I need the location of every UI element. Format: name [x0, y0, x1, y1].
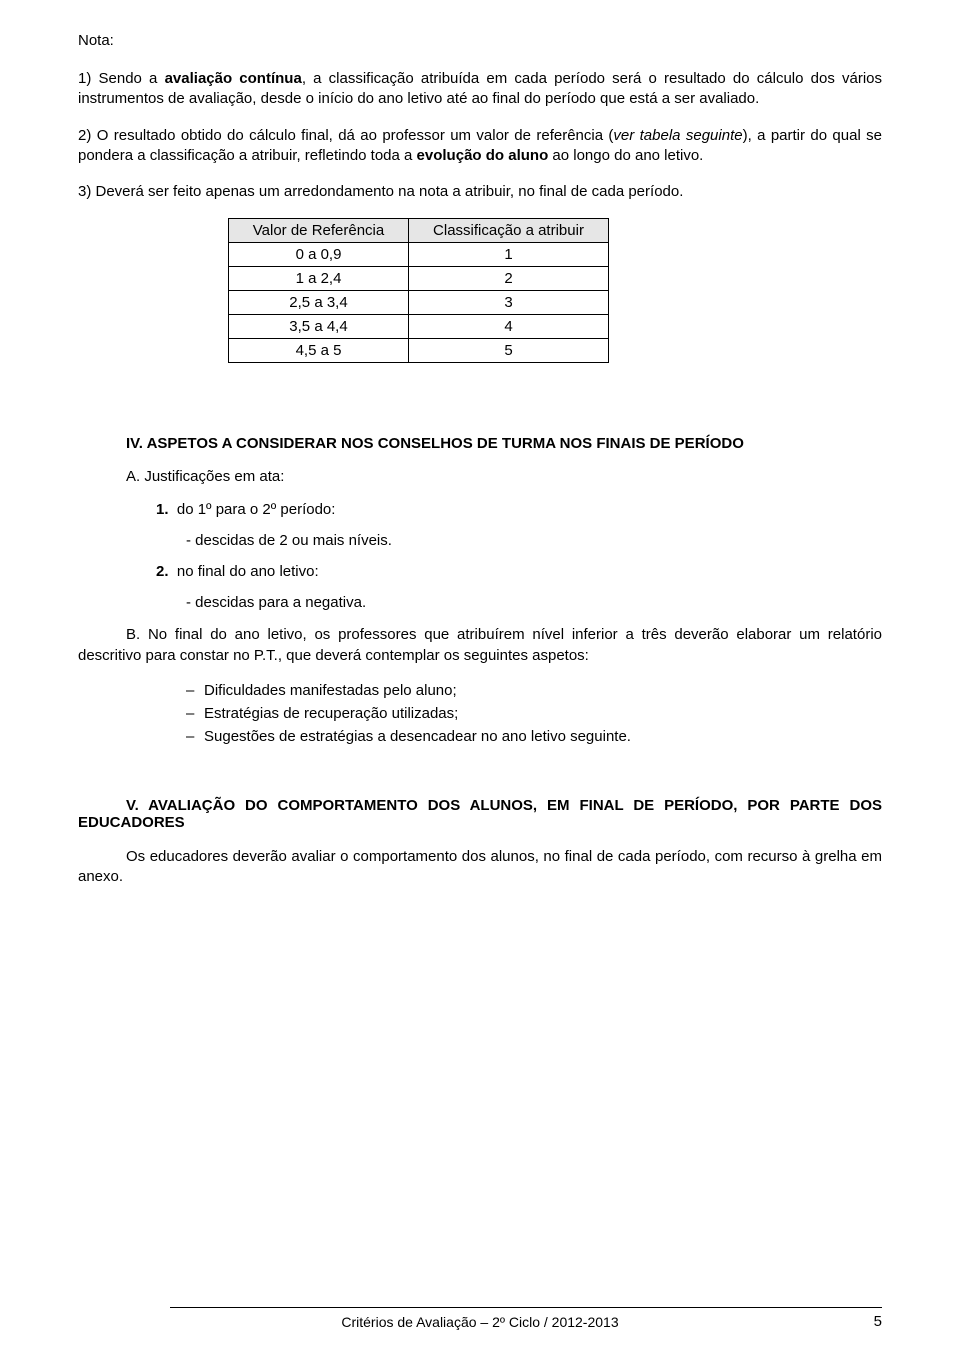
table-header-classification: Classificação a atribuir	[409, 219, 609, 243]
cls-cell: 1	[409, 243, 609, 267]
dash-icon: –	[186, 682, 204, 699]
table-row: 4,5 a 5 5	[229, 339, 609, 363]
note-paragraph-1: 1) Sendo a avaliação contínua, a classif…	[78, 69, 882, 110]
cls-cell: 5	[409, 339, 609, 363]
section-iv-title: IV. ASPETOS A CONSIDERAR NOS CONSELHOS D…	[78, 435, 882, 452]
spacer	[78, 779, 882, 797]
bullet-item-2-text: Estratégias de recuperação utilizadas;	[204, 705, 458, 722]
dash-icon: –	[186, 705, 204, 722]
section-iv-b-text: B. No final do ano letivo, os professore…	[78, 626, 882, 663]
bullet-item-1: –Dificuldades manifestadas pelo aluno;	[186, 682, 882, 699]
list-item-2: 2. no final do ano letivo:	[156, 563, 882, 580]
spacer	[78, 751, 882, 779]
list-item-2-number: 2.	[156, 563, 169, 580]
list-item-2-text: no final do ano letivo:	[177, 563, 319, 580]
list-item-1-detail: - descidas de 2 ou mais níveis.	[186, 532, 882, 549]
list-item-1-number: 1.	[156, 501, 169, 518]
section-iv-title-text: IV. ASPETOS A CONSIDERAR NOS CONSELHOS D…	[126, 435, 744, 452]
list-item-1: 1. do 1º para o 2º período:	[156, 501, 882, 518]
cls-cell: 3	[409, 291, 609, 315]
cls-cell: 4	[409, 315, 609, 339]
table-row: 0 a 0,9 1	[229, 243, 609, 267]
cls-cell: 2	[409, 267, 609, 291]
section-v-title-text: V. AVALIAÇÃO DO COMPORTAMENTO DOS ALUNOS…	[78, 797, 882, 831]
ref-cell: 1 a 2,4	[229, 267, 409, 291]
p2-part-a: 2) O resultado obtido do cálculo final, …	[78, 127, 613, 144]
table-header-row: Valor de Referência Classificação a atri…	[229, 219, 609, 243]
document-page: Nota: 1) Sendo a avaliação contínua, a c…	[0, 0, 960, 887]
p2-part-b: ver tabela seguinte	[613, 127, 742, 144]
table-row: 1 a 2,4 2	[229, 267, 609, 291]
section-v-title: V. AVALIAÇÃO DO COMPORTAMENTO DOS ALUNOS…	[78, 797, 882, 831]
section-iv-a: A. Justificações em ata:	[126, 468, 882, 485]
nota-label: Nota:	[78, 32, 882, 49]
ref-cell: 0 a 0,9	[229, 243, 409, 267]
list-item-1-text: do 1º para o 2º período:	[177, 501, 336, 518]
bullet-item-3: –Sugestões de estratégias a desencadear …	[186, 728, 882, 745]
p1-part-b: avaliação contínua	[165, 70, 302, 87]
ref-cell: 4,5 a 5	[229, 339, 409, 363]
footer-text: Critérios de Avaliação – 2º Ciclo / 2012…	[0, 1314, 960, 1330]
table-row: 2,5 a 3,4 3	[229, 291, 609, 315]
ref-cell: 3,5 a 4,4	[229, 315, 409, 339]
table-header-reference: Valor de Referência	[229, 219, 409, 243]
section-v-paragraph: Os educadores deverão avaliar o comporta…	[78, 847, 882, 888]
section-v-paragraph-text: Os educadores deverão avaliar o comporta…	[78, 848, 882, 885]
p2-part-e: ao longo do ano letivo.	[548, 147, 703, 164]
spacer	[78, 407, 882, 435]
bullet-item-1-text: Dificuldades manifestadas pelo aluno;	[204, 682, 457, 699]
dash-icon: –	[186, 728, 204, 745]
p1-part-a: 1) Sendo a	[78, 70, 165, 87]
ref-cell: 2,5 a 3,4	[229, 291, 409, 315]
note-paragraph-2: 2) O resultado obtido do cálculo final, …	[78, 126, 882, 167]
p2-part-d: evolução do aluno	[417, 147, 549, 164]
table-row: 3,5 a 4,4 4	[229, 315, 609, 339]
bullet-item-2: –Estratégias de recuperação utilizadas;	[186, 705, 882, 722]
note-paragraph-3: 3) Deverá ser feito apenas um arredondam…	[78, 182, 882, 202]
list-item-2-detail: - descidas para a negativa.	[186, 594, 882, 611]
section-iv-b: B. No final do ano letivo, os professore…	[78, 625, 882, 666]
bullet-item-3-text: Sugestões de estratégias a desencadear n…	[204, 728, 631, 745]
footer-divider	[170, 1307, 882, 1308]
reference-table: Valor de Referência Classificação a atri…	[228, 218, 609, 363]
page-number: 5	[874, 1313, 882, 1330]
